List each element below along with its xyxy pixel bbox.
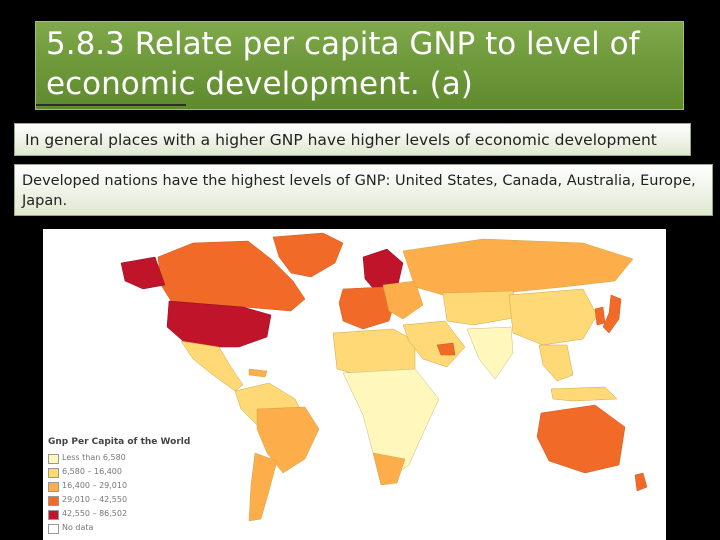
brazil-shape (256, 406, 320, 474)
legend-title: Gnp Per Capita of the World (48, 437, 191, 447)
legend-swatch (48, 510, 59, 520)
legend-label: 16,400 – 29,010 (62, 481, 128, 490)
australia-shape (536, 404, 626, 474)
mexico-shape (180, 340, 244, 392)
note-box-2: Developed nations have the highest level… (14, 164, 713, 216)
note-box-1: In general places with a higher GNP have… (14, 123, 691, 156)
china-shape (508, 288, 598, 346)
gulf-states-shape (436, 342, 456, 356)
legend-label: 6,580 – 16,400 (62, 467, 122, 476)
alaska-shape (120, 256, 166, 290)
southern-cone-shape (248, 452, 278, 522)
sub-saharan-africa-shape (342, 368, 440, 480)
caribbean-shape (248, 368, 268, 378)
world-map-graphic (120, 232, 648, 522)
greenland-shape (272, 232, 344, 278)
legend-swatch (48, 468, 59, 478)
korea-shape (594, 306, 606, 326)
new-zealand-shape (634, 472, 648, 492)
indonesia-shape (550, 386, 618, 402)
legend-swatch (48, 454, 59, 464)
legend-swatch (48, 524, 59, 534)
central-asia-shape (442, 290, 520, 326)
note-2-text: Developed nations have the highest level… (22, 173, 696, 209)
legend-label: 29,010 – 42,550 (62, 495, 128, 504)
legend-label: Less than 6,580 (62, 453, 126, 462)
russia-shape (402, 238, 634, 296)
southeast-asia-shape (538, 344, 574, 382)
title-underline (36, 104, 186, 106)
middle-east-shape (402, 320, 466, 368)
legend-label: 42,550 – 86,502 (62, 509, 128, 518)
slide-title-box: 5.8.3 Relate per capita GNP to level of … (35, 21, 684, 110)
world-gnp-map: Gnp Per Capita of the World Less than 6,… (43, 229, 666, 540)
canada-shape (157, 240, 306, 312)
india-shape (466, 326, 514, 380)
legend-swatch (48, 482, 59, 492)
eastern-europe-shape (382, 280, 424, 320)
legend-swatch (48, 496, 59, 506)
japan-shape (602, 294, 622, 334)
note-1-text: In general places with a higher GNP have… (25, 131, 657, 149)
legend-label: No data (62, 523, 94, 532)
south-africa-shape (372, 452, 406, 486)
slide-title: 5.8.3 Relate per capita GNP to level of … (46, 26, 640, 102)
map-legend: Gnp Per Capita of the World Less than 6,… (46, 435, 190, 540)
usa-shape (166, 300, 272, 348)
